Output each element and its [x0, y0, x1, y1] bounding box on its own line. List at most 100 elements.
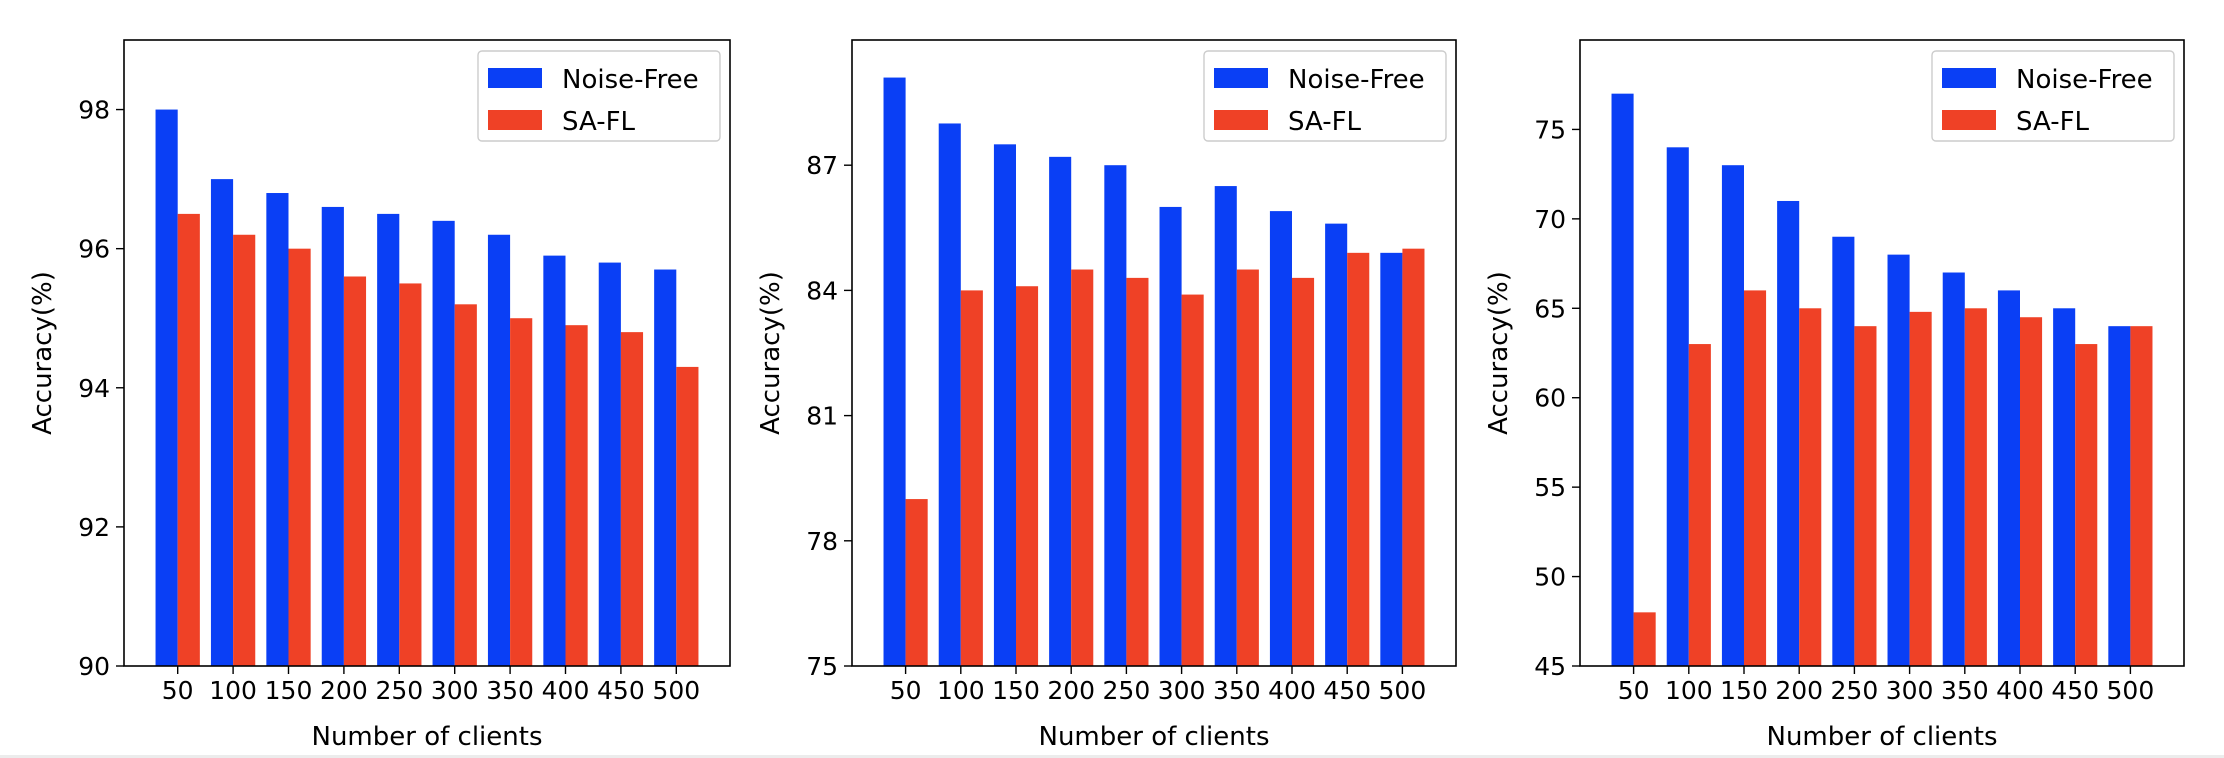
- chart-panel-3: 50 100 150 200 250 300 350 400 450 500 45 50 55 60 65 7…: [1484, 39, 2185, 752]
- bar-noise-free-150: [1721, 165, 1744, 666]
- x-tick-label: 50: [1618, 676, 1650, 705]
- bar-noise-free-350: [487, 234, 511, 666]
- x-tick-label: 100: [937, 676, 985, 705]
- bar-sa-fl-400: [1292, 277, 1315, 666]
- x-tick-label: 150: [265, 676, 313, 705]
- legend-swatch-noise-free: [1942, 68, 1996, 88]
- legend-label-sa-fl: SA-FL: [1288, 107, 1362, 137]
- x-tick-label: 350: [1941, 676, 1989, 705]
- x-tick-label: 350: [486, 676, 534, 705]
- bar-sa-fl-150: [288, 248, 311, 667]
- x-tick-label: 250: [1103, 676, 1151, 705]
- legend-swatch-sa-fl: [1942, 110, 1996, 130]
- x-tick-label: 500: [1379, 676, 1427, 705]
- bar-noise-free-400: [1269, 211, 1292, 667]
- bar-noise-free-450: [598, 262, 621, 666]
- y-tick-label: 90: [78, 652, 110, 681]
- bar-noise-free-100: [938, 123, 961, 667]
- bar-sa-fl-150: [1744, 290, 1767, 666]
- legend: Noise-Free SA-FL: [1203, 50, 1447, 142]
- plot-frame: [123, 39, 731, 667]
- bar-sa-fl-300: [1909, 311, 1932, 666]
- x-tick-label: 300: [1886, 676, 1934, 705]
- y-tick-label: 70: [1534, 205, 1566, 234]
- figure-bottom-edge: [0, 755, 2224, 758]
- x-tick-label: 50: [162, 676, 194, 705]
- legend-swatch-noise-free: [488, 68, 542, 88]
- bar-sa-fl-450: [620, 332, 644, 666]
- bar-sa-fl-50: [177, 213, 200, 666]
- bar-sa-fl-300: [454, 304, 477, 666]
- bar-noise-free-300: [1887, 254, 1910, 666]
- x-tick-label: 250: [375, 676, 423, 705]
- bar-sa-fl-150: [1016, 286, 1039, 666]
- x-tick-label: 500: [2107, 676, 2155, 705]
- bar-sa-fl-200: [343, 276, 367, 666]
- x-tick-label: 500: [652, 676, 700, 705]
- bar-sa-fl-100: [960, 290, 983, 666]
- bar-sa-fl-450: [2075, 344, 2098, 666]
- x-tick-label: 400: [1996, 676, 2044, 705]
- x-tick-label: 200: [1047, 676, 1095, 705]
- x-tick-label: 450: [2051, 676, 2099, 705]
- y-tick-label: 84: [806, 276, 838, 305]
- legend: Noise-Free SA-FL: [477, 50, 721, 142]
- x-tick-label: 150: [992, 676, 1040, 705]
- x-tick-label: 300: [1158, 676, 1206, 705]
- legend-swatch-sa-fl: [488, 110, 542, 130]
- bar-noise-free-200: [1049, 156, 1072, 666]
- bar-noise-free-100: [1666, 147, 1689, 666]
- y-tick-label: 75: [806, 652, 838, 681]
- bar-sa-fl-250: [1854, 326, 1877, 666]
- bar-noise-free-500: [654, 269, 677, 666]
- x-tick-label: 50: [890, 676, 922, 705]
- bar-sa-fl-500: [1402, 248, 1425, 667]
- chart-panel-2: 50 100 150 200 250 300 350 400 450 500 75 78 81 84 87 N…: [756, 39, 1457, 752]
- bar-noise-free-50: [1611, 93, 1634, 666]
- bar-noise-free-150: [266, 193, 289, 666]
- bar-sa-fl-50: [905, 499, 928, 666]
- y-axis-label: Accuracy(%): [1484, 271, 1514, 435]
- y-tick-label: 98: [78, 96, 110, 125]
- chart-panel-1: 50 100 150 200 250 300 350 400 450 500 90 92 94 96 98 N…: [28, 39, 731, 752]
- bar-sa-fl-400: [565, 325, 588, 666]
- bar-noise-free-450: [2053, 308, 2076, 666]
- bar-sa-fl-250: [399, 283, 422, 666]
- bar-noise-free-400: [1997, 290, 2020, 666]
- legend-label-noise-free: Noise-Free: [1288, 65, 1425, 95]
- x-axis-label: Number of clients: [1767, 722, 1998, 752]
- y-axis-label: Accuracy(%): [28, 271, 58, 435]
- bar-noise-free-250: [377, 213, 400, 666]
- x-axis-label: Number of clients: [312, 722, 543, 752]
- bar-sa-fl-100: [233, 234, 256, 666]
- y-tick-label: 55: [1534, 473, 1566, 502]
- x-tick-label: 150: [1720, 676, 1768, 705]
- bar-noise-free-300: [1159, 206, 1182, 666]
- bar-noise-free-250: [1104, 165, 1127, 666]
- x-tick-label: 100: [1665, 676, 1713, 705]
- bar-noise-free-50: [155, 109, 178, 666]
- x-tick-label: 300: [431, 676, 479, 705]
- bar-sa-fl-100: [1688, 344, 1711, 666]
- y-axis-label: Accuracy(%): [756, 271, 786, 435]
- legend-label-noise-free: Noise-Free: [562, 65, 699, 95]
- bar-noise-free-200: [321, 206, 344, 666]
- bar-noise-free-100: [210, 179, 234, 667]
- bar-noise-free-500: [1380, 252, 1403, 666]
- bar-sa-fl-350: [510, 318, 533, 666]
- legend-label-sa-fl: SA-FL: [562, 107, 636, 137]
- y-tick-label: 81: [806, 402, 838, 431]
- y-tick-label: 50: [1534, 563, 1566, 592]
- bar-sa-fl-200: [1799, 308, 1822, 666]
- bar-sa-fl-300: [1181, 294, 1204, 666]
- legend-label-noise-free: Noise-Free: [2016, 65, 2153, 95]
- x-tick-label: 200: [320, 676, 368, 705]
- bar-noise-free-250: [1832, 236, 1855, 667]
- x-tick-label: 100: [209, 676, 257, 705]
- x-tick-label: 200: [1775, 676, 1823, 705]
- y-tick-label: 45: [1534, 652, 1566, 681]
- bar-sa-fl-50: [1633, 612, 1656, 666]
- y-tick-label: 60: [1534, 384, 1566, 413]
- plot-frame: [1579, 39, 2185, 667]
